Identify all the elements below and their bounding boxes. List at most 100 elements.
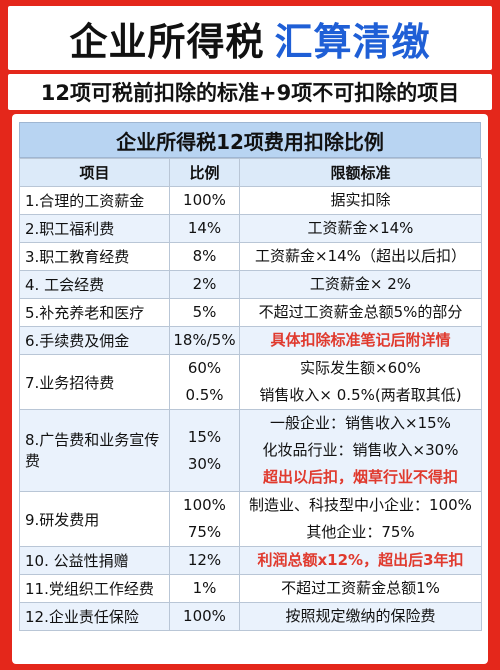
ratio-value: 2% xyxy=(192,275,217,293)
item-ratio: 15% 30% xyxy=(169,409,240,492)
item-ratio: 60% 0.5% xyxy=(169,354,240,410)
item-name: 11.党组织工作经费 xyxy=(19,574,170,603)
item-name-text: 12.企业责任保险 xyxy=(25,608,139,626)
limit-text: 销售收入× 0.5%(两者取其低) xyxy=(259,386,462,404)
item-limit: 利润总额x12%，超出后3年扣 xyxy=(239,546,482,575)
limit-text: 实际发生额×60% xyxy=(300,359,421,377)
item-limit: 不超过工资薪金总额1% xyxy=(239,574,482,603)
ratio-value: 1% xyxy=(192,579,217,597)
ratio-value: 12% xyxy=(187,551,222,569)
limit-text: 按照规定缴纳的保险费 xyxy=(285,607,436,625)
item-name-text: 5.补充养老和医疗 xyxy=(25,304,145,322)
limit-text: 制造业、科技型中小企业：100% xyxy=(249,496,472,514)
title-banner: 企业所得税 汇算清缴 xyxy=(8,6,492,70)
item-limit: 不超过工资薪金总额5%的部分 xyxy=(239,298,482,327)
item-name: 7.业务招待费 xyxy=(19,354,170,410)
item-ratio: 100% xyxy=(169,602,240,631)
item-ratio: 14% xyxy=(169,214,240,243)
item-name: 4. 工会经费 xyxy=(19,270,170,299)
ratio-value: 0.5% xyxy=(185,386,224,404)
ratio-value: 60% xyxy=(187,359,222,377)
item-name: 10. 公益性捐赠 xyxy=(19,546,170,575)
ratio-value: 18%/5% xyxy=(173,331,236,349)
deduction-card: 企业所得税12项费用扣除比例 项目 比例 限额标准 1.合理的工资薪金 100% 据… xyxy=(12,114,488,664)
limit-text: 不超过工资薪金总额1% xyxy=(281,579,440,597)
item-limit: 据实扣除 xyxy=(239,186,482,215)
item-name-text: 6.手续费及佣金 xyxy=(25,332,130,350)
limit-text: 工资薪金×14% xyxy=(307,219,414,237)
ratio-value: 5% xyxy=(192,303,217,321)
deduction-table: 项目 比例 限额标准 1.合理的工资薪金 100% 据实扣除 2.职工福利费 14% 工资… xyxy=(19,158,482,631)
limit-text: 工资薪金×14%（超出以后扣） xyxy=(255,247,466,265)
ratio-value: 100% xyxy=(183,607,226,625)
item-limit: 制造业、科技型中小企业：100% 其他企业：75% xyxy=(239,491,482,547)
table-row: 4. 工会经费 2% 工资薪金× 2% xyxy=(19,270,482,299)
item-name-text: 4. 工会经费 xyxy=(25,276,105,294)
item-limit: 具体扣除标准笔记后附详情 xyxy=(239,326,482,355)
item-name: 12.企业责任保险 xyxy=(19,602,170,631)
item-name: 9.研发费用 xyxy=(19,491,170,547)
item-ratio: 100% 75% xyxy=(169,491,240,547)
item-name-text: 9.研发费用 xyxy=(25,510,100,529)
ratio-value: 15% xyxy=(187,427,222,446)
item-limit: 工资薪金× 2% xyxy=(239,270,482,299)
title-part1: 企业所得税 xyxy=(69,19,265,64)
ratio-value: 30% xyxy=(187,454,222,473)
limit-text: 一般企业：销售收入×15% xyxy=(270,414,451,432)
item-ratio: 18%/5% xyxy=(169,326,240,355)
item-name: 8.广告费和业务宣传费 xyxy=(19,409,170,492)
ratio-value: 100% xyxy=(183,191,226,209)
item-name: 2.职工福利费 xyxy=(19,214,170,243)
column-header-item: 项目 xyxy=(19,158,170,187)
table-row: 12.企业责任保险 100% 按照规定缴纳的保险费 xyxy=(19,602,482,631)
item-ratio: 8% xyxy=(169,242,240,271)
item-name: 6.手续费及佣金 xyxy=(19,326,170,355)
limit-text: 工资薪金× 2% xyxy=(309,275,412,293)
item-ratio: 12% xyxy=(169,546,240,575)
item-ratio: 100% xyxy=(169,186,240,215)
item-name-text: 7.业务招待费 xyxy=(25,373,115,392)
limit-text: 不超过工资薪金总额5%的部分 xyxy=(258,303,463,321)
table-row: 2.职工福利费 14% 工资薪金×14% xyxy=(19,214,482,243)
item-name: 1.合理的工资薪金 xyxy=(19,186,170,215)
item-limit: 实际发生额×60% 销售收入× 0.5%(两者取其低) xyxy=(239,354,482,410)
ratio-value: 8% xyxy=(192,247,217,265)
limit-text: 具体扣除标准笔记后附详情 xyxy=(270,331,451,349)
limit-text: 据实扣除 xyxy=(330,191,391,209)
item-name-text: 11.党组织工作经费 xyxy=(25,580,154,598)
table-row: 8.广告费和业务宣传费 15% 30% 一般企业：销售收入×15% 化妆品行业：销售收入… xyxy=(19,409,482,492)
table-row: 7.业务招待费 60% 0.5% 实际发生额×60% 销售收入× 0.5%(两者取其低) xyxy=(19,354,482,410)
limit-text: 化妆品行业：销售收入×30% xyxy=(262,441,459,459)
title-part2: 汇算清缴 xyxy=(274,19,431,64)
limit-text: 超出以后扣，烟草行业不得扣 xyxy=(262,468,458,486)
subtitle: 12项可税前扣除的标准+9项不可扣除的项目 xyxy=(8,74,492,110)
column-header-limit: 限额标准 xyxy=(239,158,482,187)
table-header-row: 项目 比例 限额标准 xyxy=(19,158,482,187)
ratio-value: 75% xyxy=(187,523,222,541)
ratio-value: 100% xyxy=(183,496,226,514)
item-name-text: 1.合理的工资薪金 xyxy=(25,192,145,210)
item-ratio: 1% xyxy=(169,574,240,603)
item-name-text: 8.广告费和业务宣传费 xyxy=(25,430,160,470)
table-row: 1.合理的工资薪金 100% 据实扣除 xyxy=(19,186,482,215)
item-name-text: 10. 公益性捐赠 xyxy=(25,552,129,570)
table-row: 5.补充养老和医疗 5% 不超过工资薪金总额5%的部分 xyxy=(19,298,482,327)
limit-text: 利润总额x12%，超出后3年扣 xyxy=(257,551,464,569)
item-name: 5.补充养老和医疗 xyxy=(19,298,170,327)
ratio-value: 14% xyxy=(187,219,222,237)
item-name-text: 2.职工福利费 xyxy=(25,220,115,238)
item-ratio: 2% xyxy=(169,270,240,299)
table-row: 10. 公益性捐赠 12% 利润总额x12%，超出后3年扣 xyxy=(19,546,482,575)
item-limit: 按照规定缴纳的保险费 xyxy=(239,602,482,631)
table-title: 企业所得税12项费用扣除比例 xyxy=(19,122,481,158)
column-header-ratio: 比例 xyxy=(169,158,240,187)
item-limit: 工资薪金×14%（超出以后扣） xyxy=(239,242,482,271)
item-limit: 工资薪金×14% xyxy=(239,214,482,243)
table-row: 9.研发费用 100% 75% 制造业、科技型中小企业：100% 其他企业：75% xyxy=(19,491,482,547)
table-row: 3.职工教育经费 8% 工资薪金×14%（超出以后扣） xyxy=(19,242,482,271)
item-limit: 一般企业：销售收入×15% 化妆品行业：销售收入×30% 超出以后扣，烟草行业不得扣 xyxy=(239,409,482,492)
item-name: 3.职工教育经费 xyxy=(19,242,170,271)
item-ratio: 5% xyxy=(169,298,240,327)
limit-text: 其他企业：75% xyxy=(306,523,415,541)
table-row: 6.手续费及佣金 18%/5% 具体扣除标准笔记后附详情 xyxy=(19,326,482,355)
